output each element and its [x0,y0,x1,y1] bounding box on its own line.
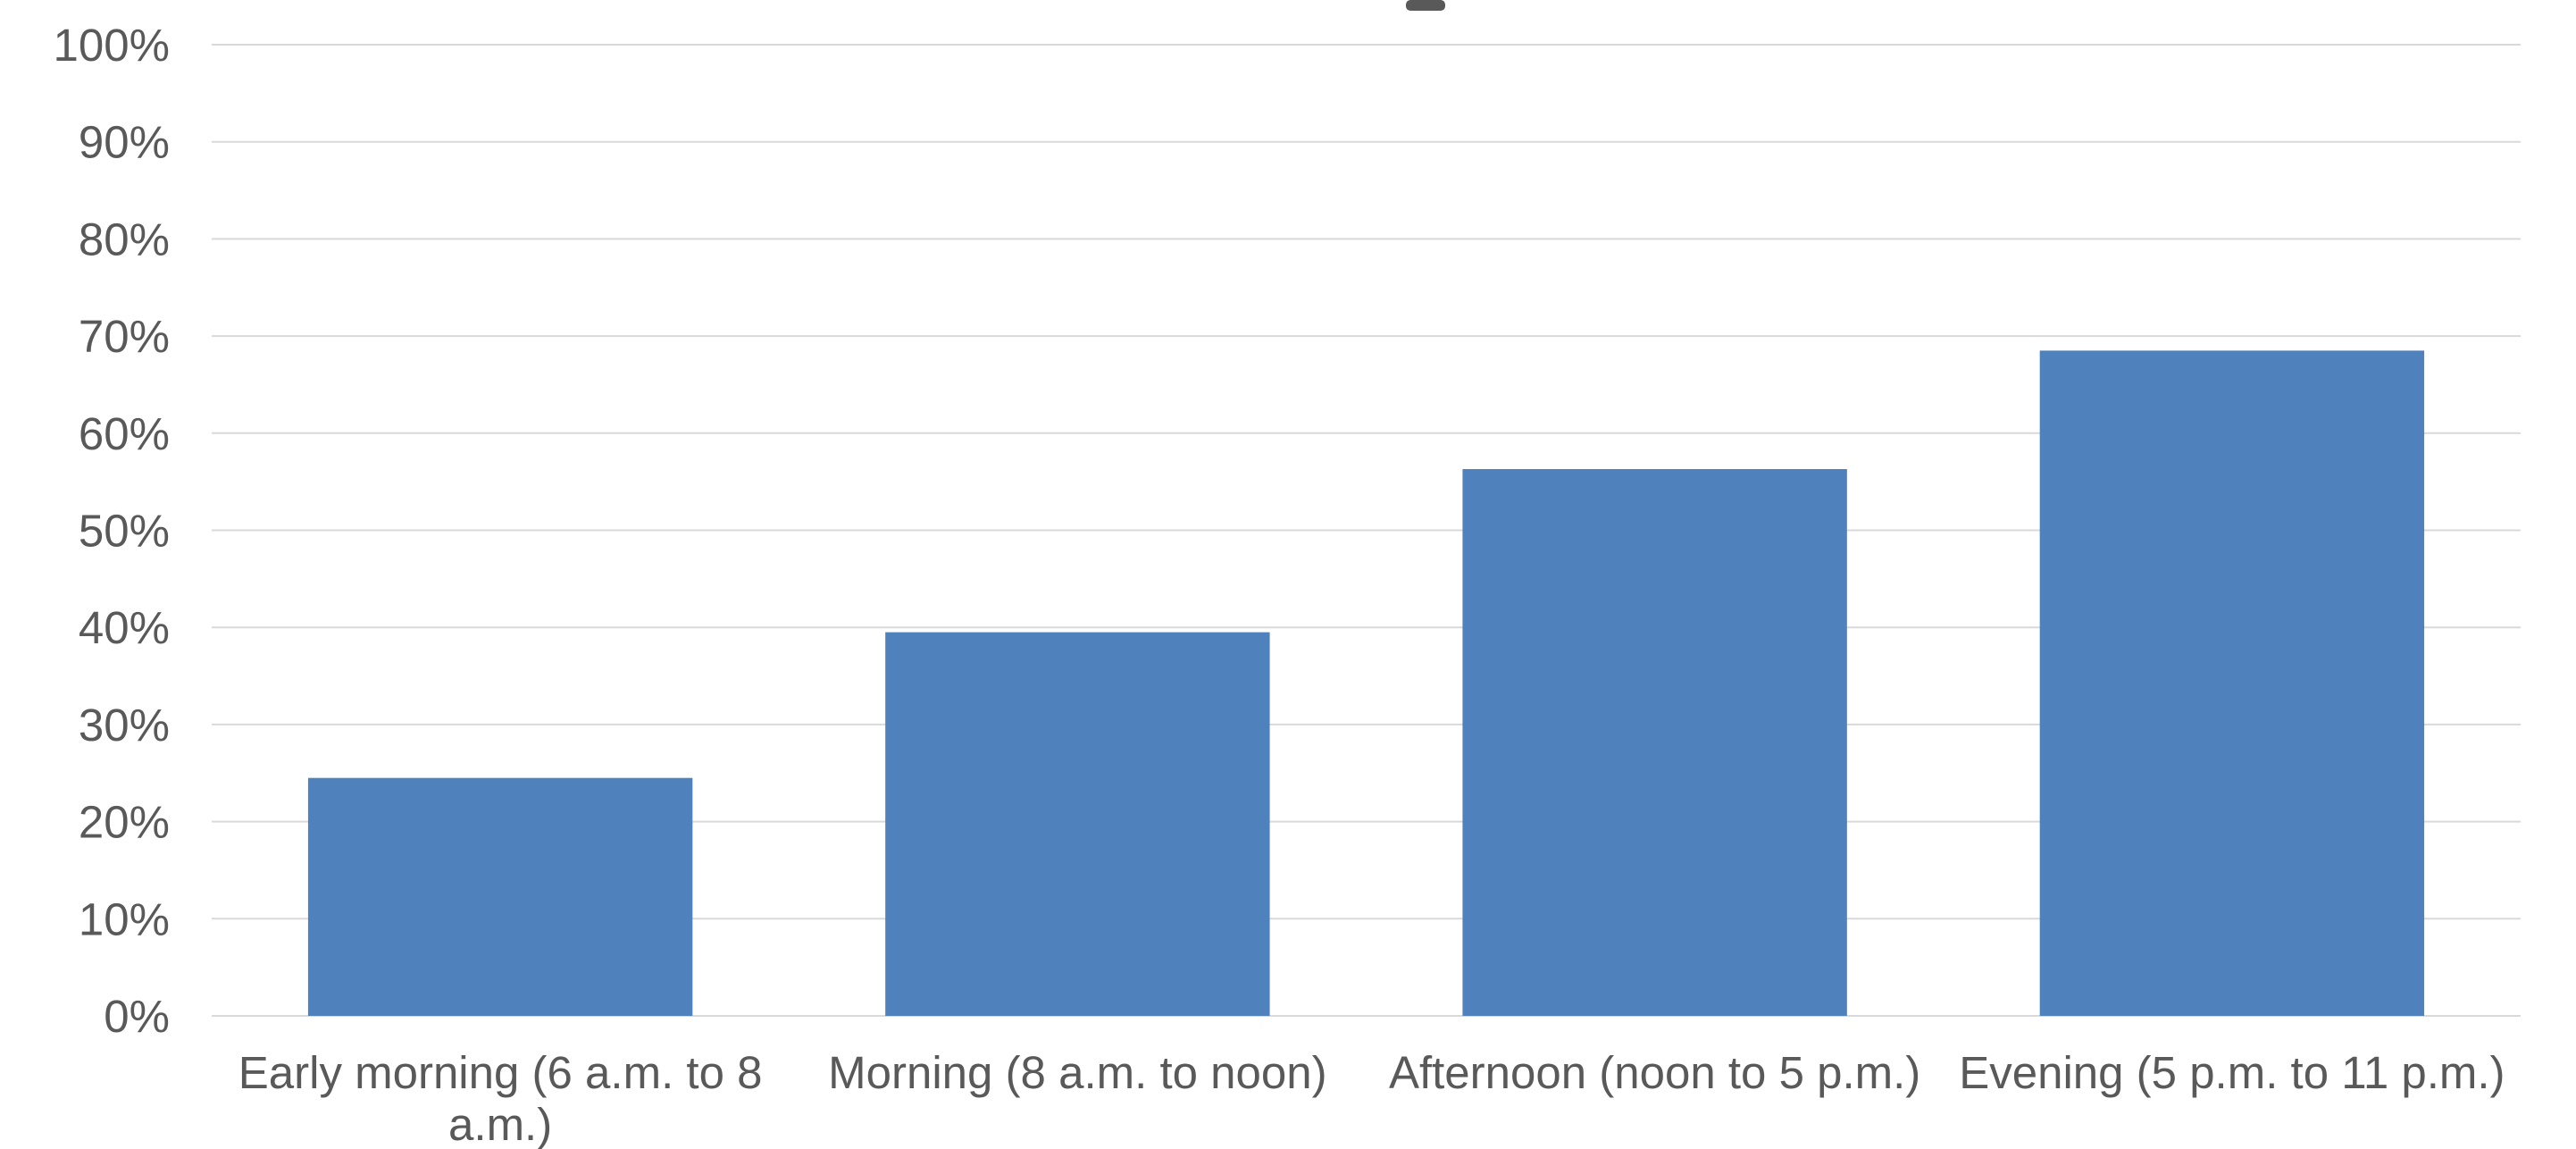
y-tick-label: 60% [79,408,170,459]
bar [2039,350,2425,1016]
y-axis-tick-labels: 0% 10% 20% 30% 40% 50% 60% 70% 80% 90% 100% [54,20,170,1042]
x-category-label: Afternoon (noon to 5 p.m.) [1389,1047,1920,1098]
x-category-label: Morning (8 a.m. to noon) [828,1047,1326,1098]
y-tick-label: 70% [79,311,170,362]
y-tick-label: 40% [79,602,170,653]
y-tick-label: 100% [54,20,170,71]
y-tick-label: 20% [79,797,170,848]
bar [885,632,1270,1016]
x-category-label: a.m.) [448,1099,552,1149]
y-tick-label: 30% [79,700,170,751]
x-category-label: Evening (5 p.m. to 11 p.m.) [1959,1047,2505,1098]
y-tick-label: 50% [79,506,170,557]
x-axis-category-labels: Early morning (6 a.m. to 8a.m.) Morning (… [238,1047,2505,1149]
y-tick-label: 80% [79,214,170,264]
y-tick-label: 0% [104,991,170,1042]
x-category-label: Early morning (6 a.m. to 8 [238,1047,763,1098]
bar [307,777,693,1016]
y-tick-label: 90% [79,117,170,168]
title-fragment [1406,0,1445,11]
bars [307,350,2425,1016]
bar [1462,469,1847,1016]
y-tick-label: 10% [79,893,170,944]
